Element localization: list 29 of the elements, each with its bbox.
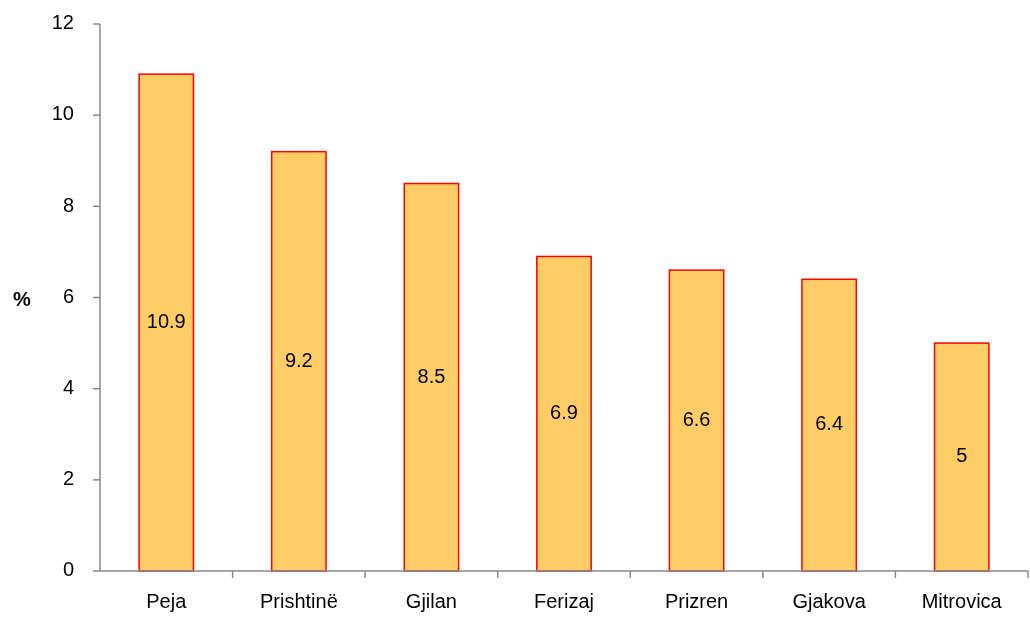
data-label: 10.9 xyxy=(146,309,186,332)
data-label: 9.2 xyxy=(284,348,313,371)
x-tick-label: Ferizaj xyxy=(533,590,595,612)
y-tick-label: 12 xyxy=(51,11,74,34)
x-tick-label: Mitrovica xyxy=(921,590,1003,612)
bar xyxy=(668,269,725,572)
data-label: 8.5 xyxy=(417,364,446,387)
y-tick-label: 6 xyxy=(62,284,74,307)
bar xyxy=(933,342,990,572)
data-label: 6.6 xyxy=(682,407,711,430)
data-label: 6.4 xyxy=(815,412,844,435)
x-tick-label: Gjilan xyxy=(405,590,457,612)
y-tick-label: 10 xyxy=(51,102,74,125)
x-tick-label: Peja xyxy=(146,590,188,612)
bar xyxy=(536,255,592,572)
y-axis-title: % xyxy=(13,287,32,310)
x-tick-label: Prishtinë xyxy=(259,590,338,612)
bar xyxy=(403,182,460,572)
data-label: 5 xyxy=(956,444,968,467)
bar xyxy=(270,150,327,572)
data-label: 6.9 xyxy=(550,401,578,424)
bar xyxy=(138,73,195,572)
bar xyxy=(801,278,858,572)
y-tick-label: 4 xyxy=(62,375,74,398)
y-tick-label: 8 xyxy=(62,193,74,216)
y-tick-label: 0 xyxy=(62,558,74,581)
y-tick-label: 2 xyxy=(62,467,74,490)
x-tick-label: Prizren xyxy=(664,590,729,612)
x-tick-label: Gjakova xyxy=(792,590,867,612)
